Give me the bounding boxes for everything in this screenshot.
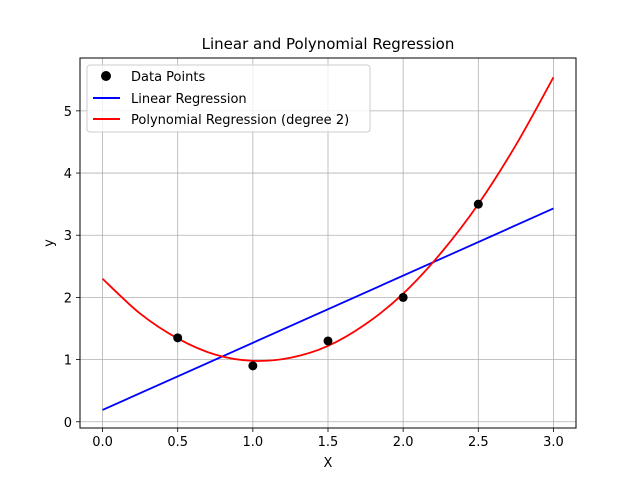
legend-label-polynomial: Polynomial Regression (degree 2) — [131, 113, 349, 128]
x-tick-label: 2.5 — [468, 435, 489, 450]
legend: Data Points Linear Regression Polynomial… — [86, 64, 371, 133]
x-tick-label: 2.0 — [393, 435, 414, 450]
axis-ticks: 0.0 0.5 1.0 1.5 2.0 2.5 3.0 0 1 2 3 4 5 — [64, 105, 564, 450]
x-tick-label: 3.0 — [543, 435, 564, 450]
x-tick-label: 0.0 — [92, 435, 113, 450]
x-tick-label: 1.0 — [243, 435, 264, 450]
x-tick-label: 0.5 — [167, 435, 188, 450]
y-tick-label: 4 — [64, 167, 72, 182]
chart-title: Linear and Polynomial Regression — [202, 35, 455, 53]
y-axis-label: y — [42, 239, 57, 247]
data-point — [173, 333, 183, 343]
y-tick-label: 2 — [64, 291, 72, 306]
data-point — [473, 199, 483, 209]
legend-label-linear: Linear Regression — [131, 92, 247, 107]
y-tick-label: 1 — [64, 354, 72, 369]
data-point — [398, 292, 408, 302]
legend-box — [86, 64, 371, 133]
y-tick-label: 3 — [64, 229, 72, 244]
y-tick-label: 5 — [64, 105, 72, 120]
data-point — [323, 336, 333, 346]
x-axis-label: X — [324, 456, 333, 471]
y-tick-label: 0 — [64, 416, 72, 431]
x-tick-label: 1.5 — [318, 435, 339, 450]
linear-regression-line — [102, 207, 554, 411]
legend-label-data-points: Data Points — [131, 70, 205, 85]
plot-area — [101, 76, 555, 411]
legend-marker-data-points — [101, 71, 111, 81]
data-point — [248, 361, 258, 371]
